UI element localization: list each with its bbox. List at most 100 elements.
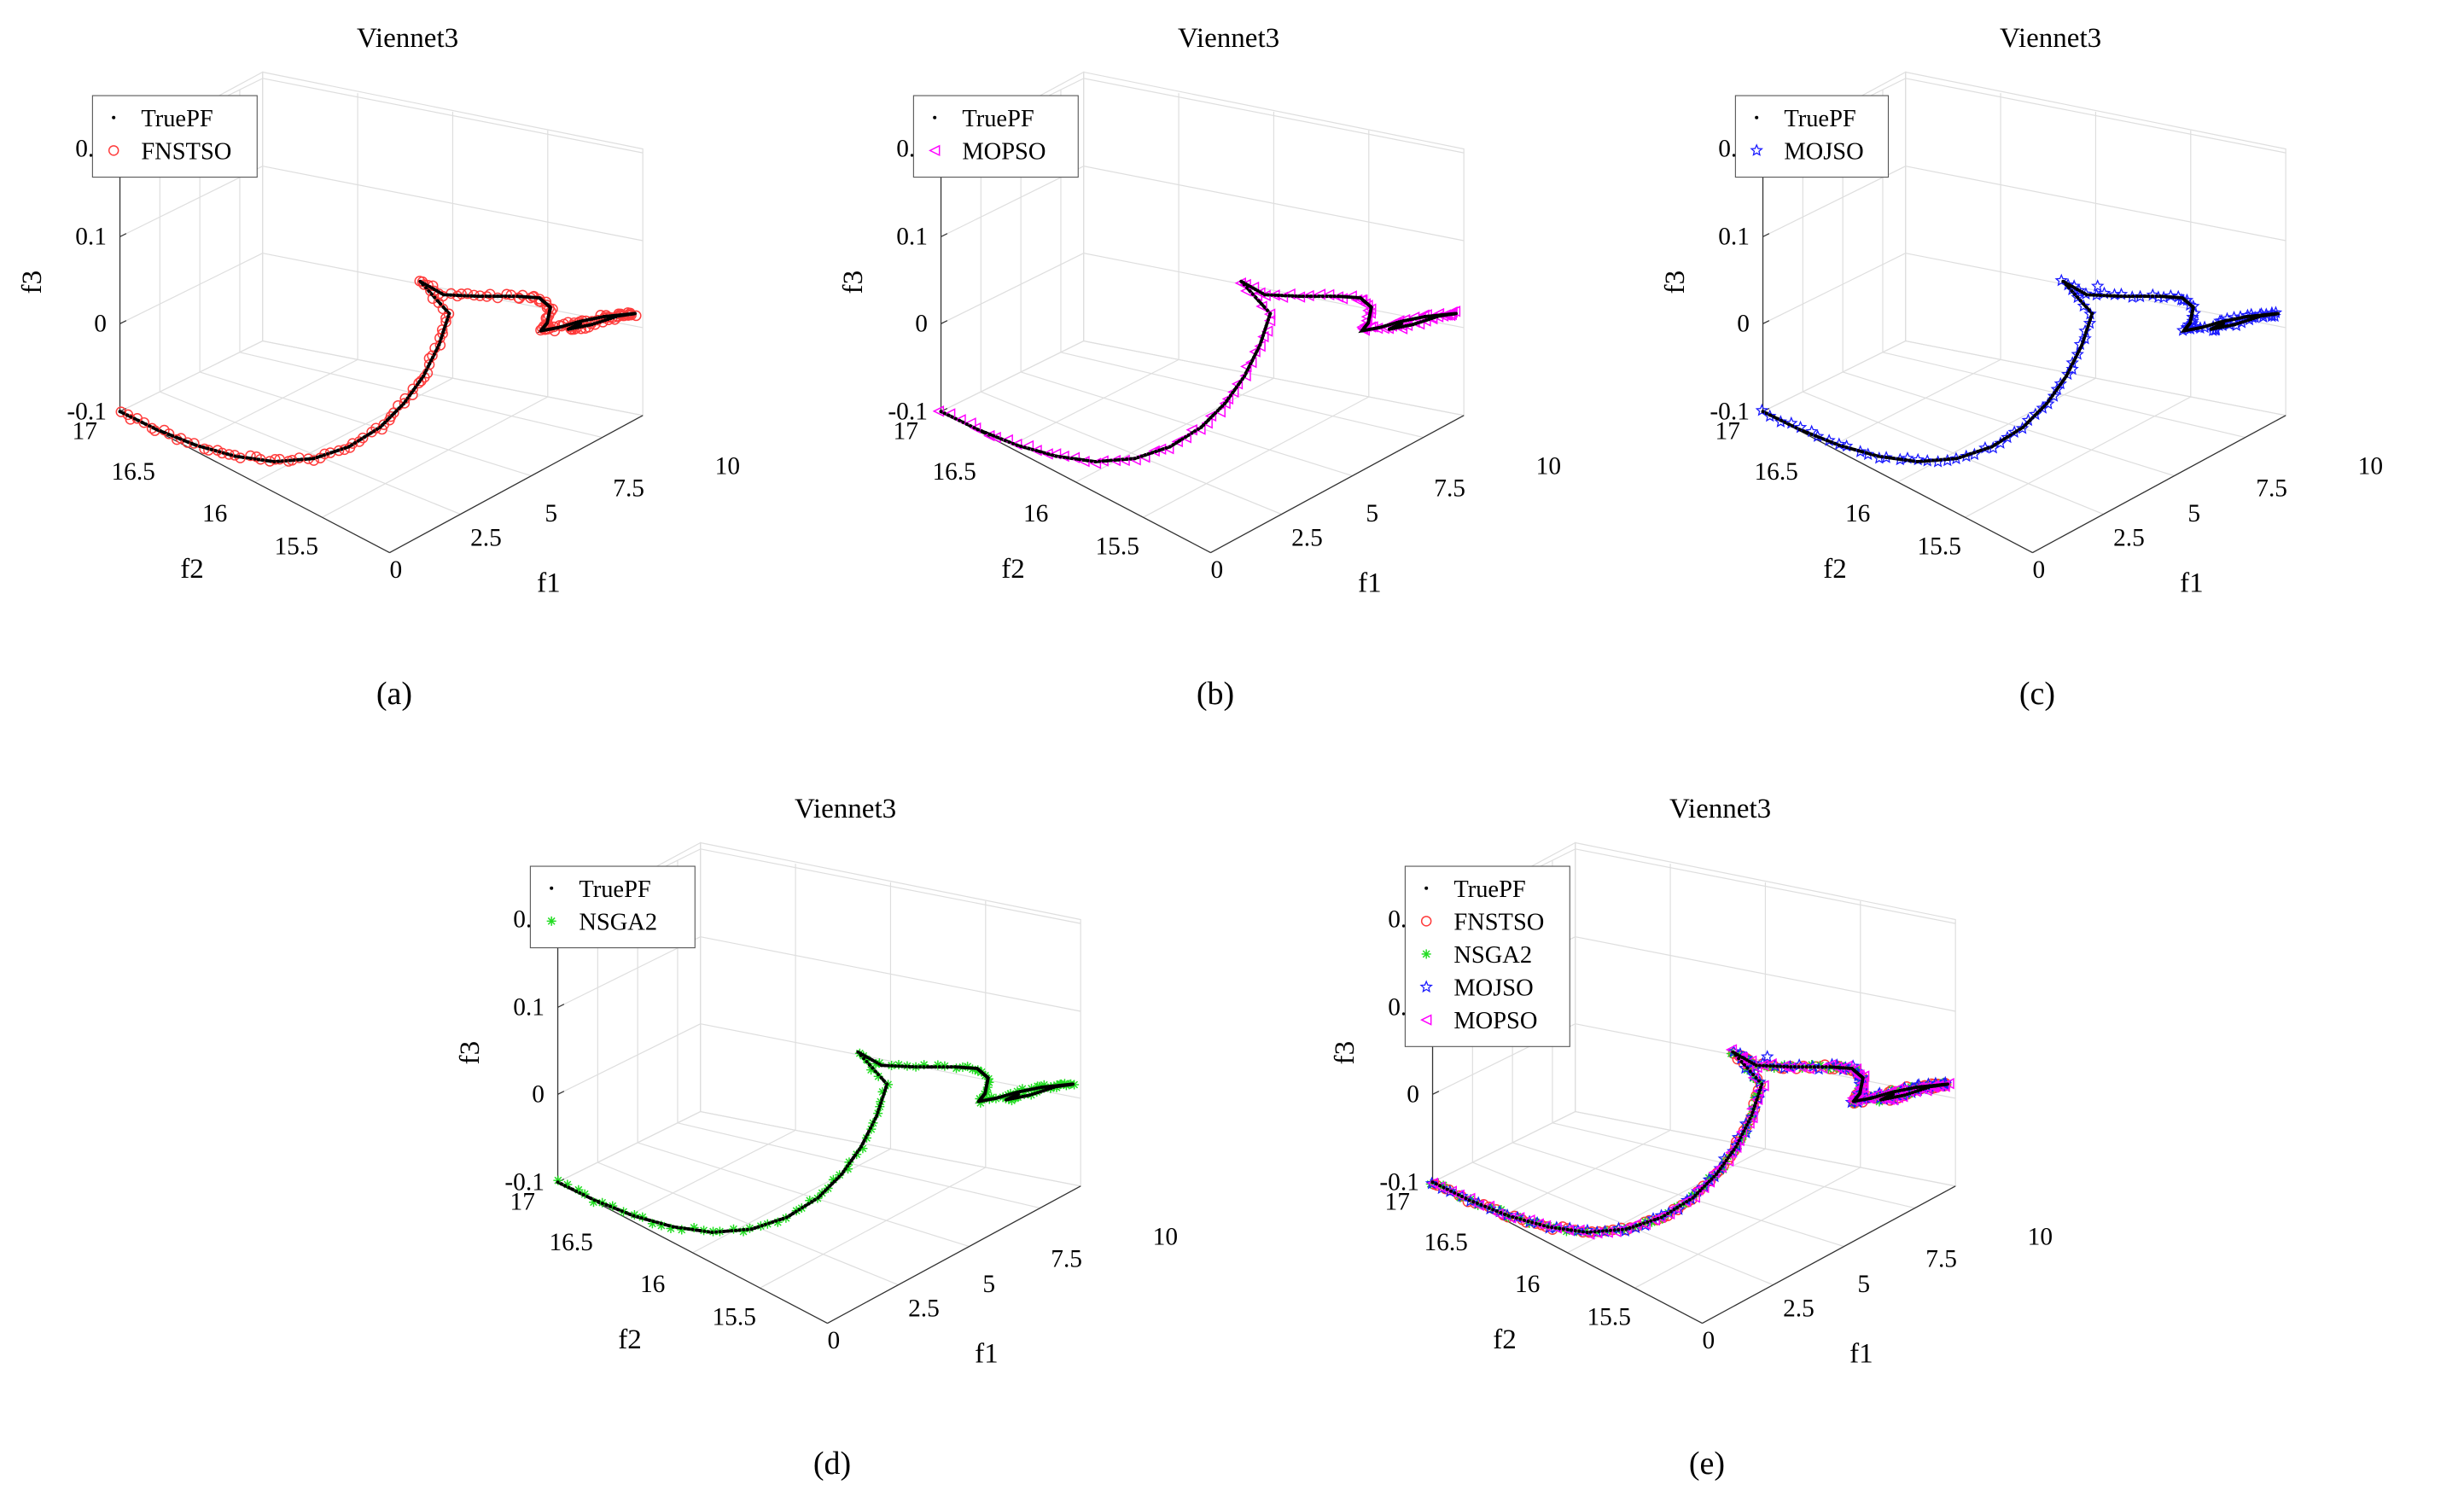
point-truepf — [939, 410, 943, 414]
point-truepf — [2084, 330, 2088, 335]
point-truepf — [2088, 317, 2092, 322]
point-truepf — [830, 1182, 835, 1186]
point-truepf — [1837, 443, 1841, 447]
point-truepf — [1656, 1216, 1660, 1220]
point-truepf — [760, 1224, 764, 1228]
point-truepf — [2072, 358, 2077, 363]
point-truepf — [434, 349, 438, 353]
point-truepf — [390, 413, 394, 417]
f2-axis-label: f2 — [1001, 554, 1025, 585]
point-truepf — [440, 334, 444, 338]
point-truepf — [714, 1230, 719, 1234]
point-truepf — [499, 294, 504, 299]
point-mojso — [2054, 273, 2068, 287]
point-truepf — [2080, 343, 2084, 347]
point-mopso — [1453, 1189, 1465, 1202]
point-truepf — [2257, 315, 2261, 319]
point-truepf — [1027, 446, 1031, 451]
f1-axis-label: f1 — [537, 568, 561, 598]
point-mojso — [1760, 1050, 1774, 1062]
point-truepf — [1247, 364, 1251, 369]
f1-tick-label: 0 — [2032, 556, 2045, 584]
f3-tick-label: 0 — [94, 311, 107, 338]
point-truepf — [1789, 1065, 1793, 1069]
point-truepf — [413, 385, 417, 389]
point-truepf — [606, 317, 610, 322]
point-truepf — [1797, 1065, 1801, 1069]
point-truepf — [407, 393, 411, 398]
point-mojso — [1563, 1221, 1577, 1234]
point-truepf — [778, 1218, 782, 1222]
point-truepf — [1186, 433, 1191, 437]
point-truepf — [1329, 294, 1333, 299]
point-mopso — [1757, 1080, 1769, 1092]
point-truepf — [877, 1107, 881, 1111]
point-truepf — [871, 1120, 876, 1124]
point-truepf — [828, 1184, 832, 1188]
f1-tick-label: 0 — [389, 556, 402, 584]
point-truepf — [797, 1208, 801, 1212]
point-truepf — [356, 439, 360, 443]
point-truepf — [416, 382, 420, 387]
point-truepf — [1742, 1062, 1746, 1067]
point-nsga2 — [728, 1224, 739, 1234]
point-truepf — [372, 429, 376, 434]
point-truepf — [2077, 349, 2081, 353]
point-truepf — [190, 441, 195, 445]
f3-tick — [1432, 1091, 1440, 1095]
point-truepf — [911, 1064, 915, 1069]
point-truepf — [589, 1196, 593, 1201]
point-truepf — [2012, 431, 2016, 435]
point-truepf — [556, 1180, 560, 1185]
point-truepf — [1954, 457, 1959, 461]
point-truepf — [1852, 447, 1857, 451]
point-truepf — [456, 294, 460, 298]
f1-tick-label: 5 — [1857, 1271, 1870, 1298]
point-truepf — [1050, 453, 1054, 457]
point-truepf — [363, 435, 367, 440]
point-mopso — [1362, 305, 1374, 317]
point-truepf — [1202, 422, 1206, 427]
point-truepf — [307, 457, 312, 461]
point-truepf — [1456, 1192, 1460, 1197]
point-truepf — [995, 435, 999, 440]
point-truepf — [1051, 1086, 1056, 1090]
point-truepf — [2069, 364, 2073, 369]
point-truepf — [336, 448, 341, 452]
point-truepf — [873, 1116, 877, 1121]
point-truepf — [394, 409, 399, 413]
point-mopso — [1419, 315, 1431, 327]
point-truepf — [980, 429, 984, 434]
point-truepf — [1309, 294, 1314, 299]
point-truepf — [885, 1082, 889, 1086]
point-truepf — [385, 418, 389, 422]
point-truepf — [159, 429, 163, 434]
point-truepf — [1190, 431, 1194, 435]
point-truepf — [1888, 456, 1892, 460]
point-truepf — [1716, 1169, 1721, 1173]
point-truepf — [1225, 399, 1229, 403]
point-truepf — [1782, 1064, 1786, 1068]
point-truepf — [663, 1222, 667, 1227]
point-truepf — [1926, 1086, 1931, 1090]
point-truepf — [1546, 1225, 1550, 1229]
point-truepf — [581, 1192, 585, 1197]
point-truepf — [941, 1065, 946, 1069]
point-truepf — [929, 1065, 934, 1069]
point-truepf — [1908, 1092, 1912, 1096]
f2-tick-label: 16 — [1845, 500, 1870, 527]
point-truepf — [347, 445, 351, 449]
point-truepf — [451, 293, 457, 297]
point-truepf — [171, 434, 175, 438]
point-truepf — [2008, 433, 2013, 437]
point-truepf — [445, 293, 449, 297]
f2-tick-label: 16.5 — [1424, 1229, 1467, 1256]
point-truepf — [2018, 427, 2022, 431]
point-truepf — [1290, 294, 1295, 298]
legend-label: TruePF — [579, 876, 650, 903]
point-nsga2 — [866, 1065, 877, 1075]
point-truepf — [1757, 1063, 1762, 1068]
f1-tick-label: 7.5 — [1051, 1245, 1082, 1272]
point-truepf — [1577, 1229, 1582, 1233]
point-truepf — [616, 1208, 620, 1212]
